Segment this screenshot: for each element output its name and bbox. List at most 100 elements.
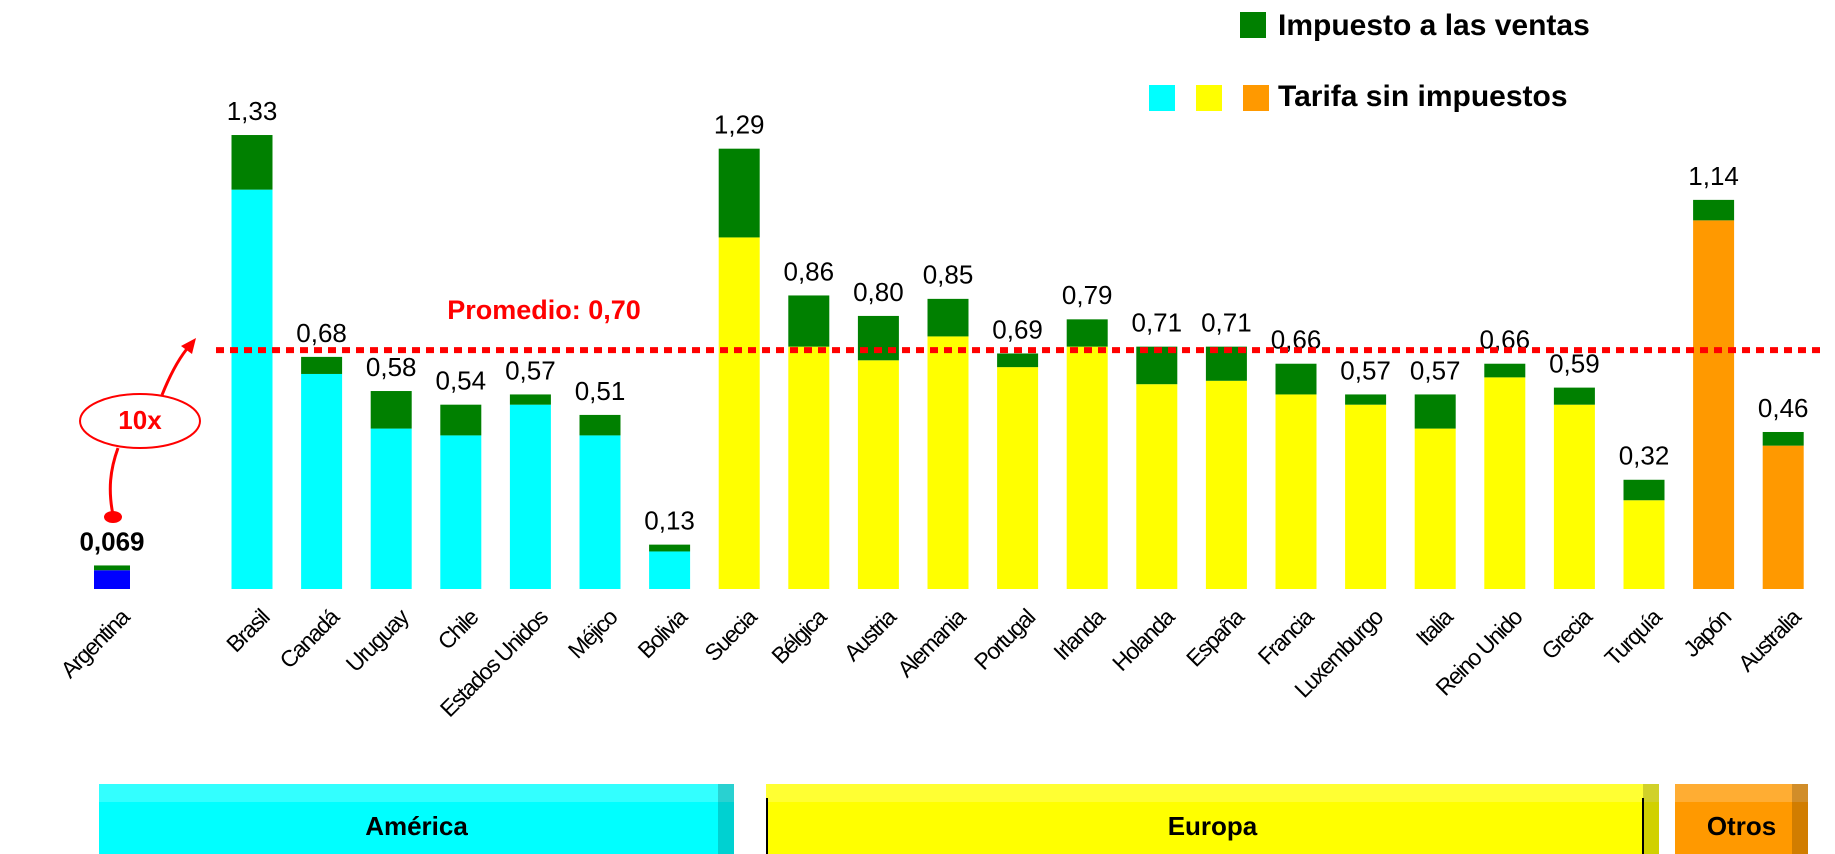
x-tick-label: Canadá	[274, 603, 344, 673]
value-label: 1,14	[1688, 161, 1739, 191]
bar-segment	[1693, 199, 1735, 221]
value-label: 1,29	[714, 110, 765, 140]
value-label: 0,59	[1549, 348, 1600, 378]
value-label: 0,71	[1131, 308, 1182, 338]
value-label: 0,57	[1410, 355, 1461, 385]
value-label: 0,71	[1201, 308, 1252, 338]
region-edge	[1792, 784, 1808, 854]
region-label: Otros	[1707, 811, 1776, 841]
bar-segment	[997, 367, 1039, 589]
value-label: 0,51	[575, 376, 626, 406]
bar-segment	[1136, 384, 1178, 589]
bar-segment	[1275, 394, 1317, 589]
x-tick-label: Bolivia	[633, 603, 693, 663]
value-label: 1,33	[227, 96, 278, 126]
bar-segment	[509, 394, 551, 405]
bar-segment	[927, 336, 969, 589]
bar-segment	[1414, 394, 1456, 429]
x-tick-label: Australia	[1733, 603, 1806, 676]
bar-segment	[1205, 380, 1247, 589]
x-tick-label: Alemania	[892, 603, 971, 682]
value-label: 0,069	[79, 526, 144, 556]
bar-segment	[1275, 363, 1317, 395]
x-tick-label: Irlanda	[1048, 603, 1110, 665]
bar-segment	[788, 346, 830, 589]
value-label: 0,58	[366, 352, 417, 382]
bar-segment	[370, 391, 412, 429]
value-label: 0,13	[644, 506, 695, 536]
x-tick-label: Argentina	[55, 603, 135, 683]
x-tick-label: Uruguay	[341, 603, 415, 677]
x-tick-label: Portugal	[969, 604, 1040, 675]
bar-segment	[649, 551, 691, 589]
annotation: 10x	[118, 405, 162, 435]
x-tick-label: Bélgica	[766, 603, 832, 669]
bar-segment	[1484, 377, 1526, 589]
bar-segment	[718, 237, 760, 589]
region-label: América	[365, 811, 468, 841]
bar-segment	[857, 315, 899, 361]
bar-segment	[231, 135, 273, 190]
arrow-head	[181, 338, 196, 354]
x-tick-label: Italia	[1411, 603, 1459, 651]
value-label: 0,79	[1062, 280, 1113, 310]
value-label: 0,54	[435, 366, 486, 396]
bar-segment	[857, 360, 899, 589]
bar-segment	[370, 428, 412, 589]
value-label: 0,32	[1619, 441, 1670, 471]
x-tick-label: Suecia	[699, 603, 762, 666]
region-edge	[1643, 784, 1659, 854]
bar-segment	[1345, 394, 1387, 405]
bar-segment	[927, 298, 969, 337]
bar-segment	[1553, 404, 1595, 589]
bar-segment	[94, 565, 130, 571]
value-label: 0,85	[923, 260, 974, 290]
bar-segment	[1345, 404, 1387, 589]
value-label: 0,80	[853, 277, 904, 307]
bar-segment	[1553, 387, 1595, 405]
region-edge	[718, 784, 734, 854]
bar-segment	[1066, 319, 1108, 347]
bar-segment	[1693, 220, 1735, 590]
value-label: 0,57	[505, 355, 556, 385]
value-label: 0,68	[296, 318, 347, 348]
x-tick-label: Francia	[1253, 603, 1319, 669]
bar-segment	[1484, 363, 1526, 378]
bar-segment	[1066, 346, 1108, 589]
value-label: 0,69	[992, 314, 1043, 344]
arrow-dot	[104, 511, 122, 523]
value-label: 0,57	[1340, 355, 1391, 385]
bar-segment	[301, 356, 343, 374]
bar-segment	[997, 353, 1039, 368]
region-highlight	[766, 784, 1659, 802]
x-tick-label: Japón	[1678, 604, 1736, 662]
x-tick-label: Austria	[839, 603, 902, 666]
bar-segment	[440, 404, 482, 436]
region-label: Europa	[1168, 811, 1258, 841]
bar-segment	[1762, 445, 1804, 589]
bar-segment	[1623, 500, 1665, 589]
region-band	[99, 784, 734, 854]
bar-segment	[579, 435, 621, 589]
bar-segment	[301, 373, 343, 589]
bar-segment	[231, 189, 273, 589]
legend-label: Tarifa sin impuestos	[1278, 80, 1568, 113]
value-label: 0,86	[783, 256, 834, 286]
x-tick-label: España	[1181, 603, 1249, 671]
x-tick-label: Holanda	[1107, 603, 1180, 676]
bar-segment	[649, 544, 691, 552]
region-highlight	[99, 784, 734, 802]
region-band	[1675, 784, 1808, 854]
bar-segment	[718, 148, 760, 238]
bar-segment	[94, 570, 130, 589]
bar-segment	[788, 295, 830, 347]
region-highlight	[1675, 784, 1808, 802]
legend-swatch	[1196, 85, 1222, 111]
bar-segment	[1623, 479, 1665, 501]
legend-label: Impuesto a las ventas	[1278, 9, 1590, 42]
legend-swatch	[1240, 12, 1266, 38]
average-label: Promedio: 0,70	[447, 295, 641, 325]
bar-segment	[1414, 428, 1456, 589]
legend-swatch	[1243, 85, 1269, 111]
